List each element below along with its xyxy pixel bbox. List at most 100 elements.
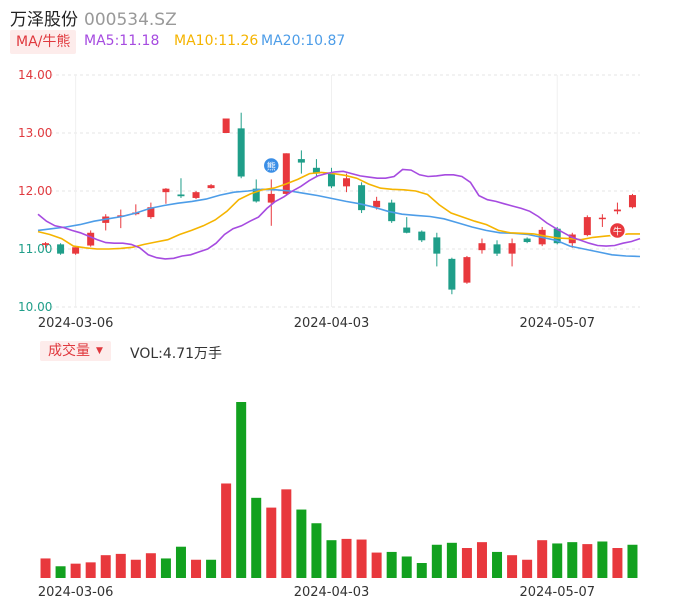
- stock-name: 万泽股份: [10, 10, 78, 30]
- volume-date-label: 2024-05-07: [519, 585, 595, 600]
- candle-body: [327, 173, 335, 187]
- candle-body: [583, 217, 591, 236]
- candle-body: [192, 192, 200, 198]
- candle: [598, 214, 606, 227]
- volume-bar: [251, 497, 262, 578]
- candle-body: [312, 167, 320, 174]
- candle: [222, 118, 230, 133]
- price-tick-label: 14.00: [18, 68, 52, 82]
- volume-bar: [175, 546, 186, 578]
- volume-bar: [100, 555, 111, 578]
- volume-bar: [191, 559, 202, 578]
- candle-body: [237, 128, 245, 177]
- candle: [72, 247, 80, 255]
- candle-body: [403, 227, 411, 233]
- volume-bar: [567, 542, 578, 578]
- ma10-legend: MA10:11.26: [174, 33, 259, 49]
- candle-body: [553, 228, 561, 244]
- candle: [42, 242, 50, 248]
- volume-bar: [356, 539, 367, 578]
- candle: [147, 202, 155, 219]
- candle: [297, 150, 305, 174]
- candle-body: [343, 178, 351, 187]
- ma-indicator-tag[interactable]: MA/牛熊: [10, 30, 77, 54]
- volume-bar: [446, 542, 457, 578]
- candle-body: [282, 153, 290, 194]
- volume-bar: [386, 551, 397, 578]
- volume-indicator-tag[interactable]: 成交量 ▼: [40, 341, 111, 361]
- volume-bar: [537, 540, 548, 578]
- volume-bar: [326, 540, 337, 578]
- candle-body: [463, 257, 471, 283]
- bull-icon: 牛: [608, 221, 627, 240]
- candle-body: [147, 207, 155, 218]
- candle-body: [162, 188, 170, 193]
- candle: [463, 255, 471, 284]
- volume-bar: [296, 509, 307, 578]
- candle-body: [523, 238, 531, 243]
- price-tick-label: 10.00: [18, 300, 52, 314]
- volume-bar: [236, 402, 247, 578]
- candle: [177, 178, 185, 198]
- candle-body: [72, 247, 80, 254]
- candle-body: [433, 237, 441, 254]
- volume-bar: [145, 553, 156, 578]
- dropdown-triangle-icon: ▼: [96, 346, 103, 356]
- candle-body: [508, 243, 516, 254]
- volume-bar: [311, 523, 322, 578]
- candle: [523, 237, 531, 244]
- candle: [358, 182, 366, 214]
- candle-body: [42, 243, 50, 245]
- volume-bar: [40, 558, 51, 578]
- candle-body: [207, 185, 215, 189]
- volume-bar: [431, 544, 442, 578]
- candle: [267, 179, 275, 226]
- ma5-line: [37, 168, 641, 260]
- candle: [282, 153, 290, 196]
- volume-bar: [266, 507, 277, 578]
- price-tick-label: 11.00: [18, 242, 52, 256]
- volume-bar: [341, 538, 352, 578]
- candle-body: [267, 193, 275, 203]
- candle: [508, 238, 516, 267]
- bull-icon-glyph: 牛: [613, 225, 622, 237]
- candle: [583, 215, 591, 237]
- candle-body: [177, 194, 185, 197]
- volume-bar: [582, 544, 593, 578]
- volume-bar: [476, 542, 487, 578]
- volume-bar: [371, 552, 382, 578]
- stock-code: 000534.SZ: [84, 10, 177, 30]
- candle: [57, 243, 65, 255]
- candle-body: [448, 258, 456, 290]
- candle: [162, 188, 170, 204]
- candle-body: [87, 232, 95, 246]
- volume-value: VOL:4.71万手: [130, 346, 223, 362]
- candle: [613, 202, 621, 215]
- ma20-legend: MA20:10.87: [261, 33, 346, 49]
- volume-bar: [85, 562, 96, 578]
- volume-bar: [461, 548, 472, 578]
- candle-body: [222, 118, 230, 133]
- candle-body: [613, 209, 621, 212]
- volume-date-label: 2024-04-03: [294, 585, 370, 600]
- volume-bar: [597, 541, 608, 578]
- candle: [628, 193, 636, 209]
- ma20-line: [37, 188, 641, 258]
- candle: [102, 214, 110, 231]
- volume-date-label: 2024-03-06: [38, 585, 114, 600]
- volume-bar: [627, 544, 638, 578]
- candle-body: [297, 159, 305, 163]
- candle: [192, 191, 200, 200]
- candle: [448, 257, 456, 295]
- candle: [418, 230, 426, 243]
- ma10-line: [37, 171, 640, 250]
- stock-title: 万泽股份 000534.SZ: [10, 5, 177, 30]
- volume-tag-label: 成交量: [48, 343, 90, 359]
- candle: [433, 232, 441, 267]
- volume-bar: [130, 559, 141, 578]
- volume-bar: [416, 563, 427, 578]
- volume-bar: [612, 548, 623, 578]
- candle-body: [358, 185, 366, 211]
- volume-bar: [160, 558, 171, 578]
- bear-icon-glyph: 熊: [267, 160, 276, 172]
